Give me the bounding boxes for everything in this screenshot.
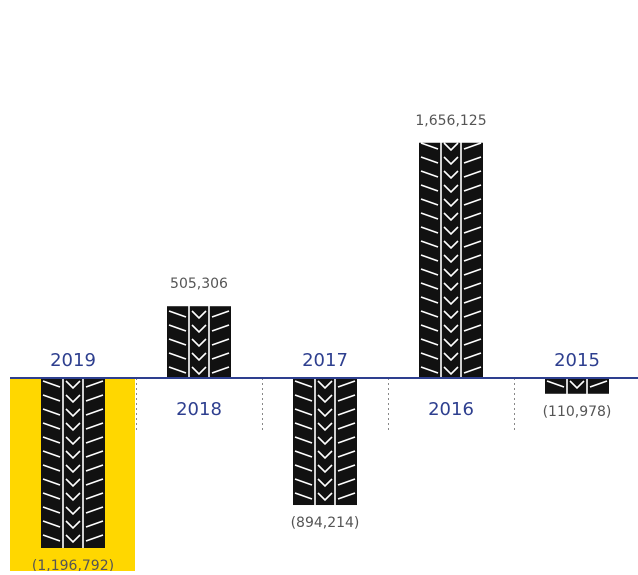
bar (167, 306, 231, 378)
year-label: 2019 (50, 350, 96, 371)
value-label: 505,306 (170, 276, 228, 292)
bar (293, 378, 357, 505)
year-label: 2015 (554, 350, 600, 371)
bar (545, 378, 609, 394)
year-label: 2016 (428, 399, 474, 420)
bar (419, 143, 483, 378)
value-label: (894,214) (291, 515, 360, 531)
bar (41, 378, 105, 548)
value-label: 1,656,125 (415, 113, 486, 129)
year-label: 2018 (176, 399, 222, 420)
value-label: (110,978) (543, 404, 612, 420)
value-label: (1,196,792) (32, 558, 114, 571)
year-label: 2017 (302, 350, 348, 371)
chart: 2019 (1,196,792) 2018 505,306 2017 (894,214) 2… (0, 0, 638, 571)
